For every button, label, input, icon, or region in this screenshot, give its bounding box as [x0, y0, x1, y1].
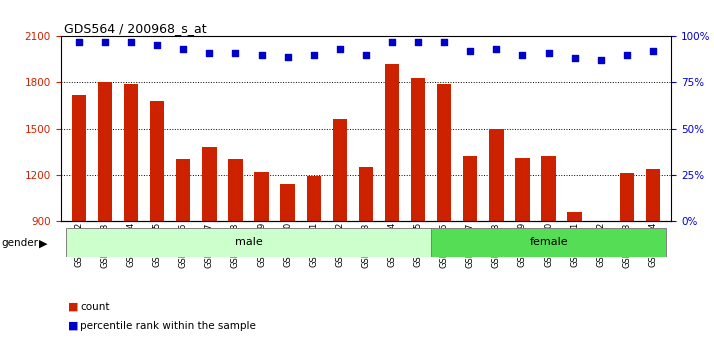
- Bar: [645, 168, 660, 221]
- Bar: [385, 64, 399, 221]
- Point: [569, 56, 580, 61]
- Point: [308, 52, 319, 57]
- Text: count: count: [80, 302, 109, 312]
- Point: [413, 39, 424, 45]
- Point: [99, 39, 111, 45]
- Bar: [411, 78, 426, 221]
- Bar: [463, 156, 478, 221]
- Text: ▶: ▶: [39, 238, 48, 248]
- Bar: [66, 228, 431, 257]
- Bar: [516, 158, 530, 221]
- Bar: [176, 159, 191, 221]
- Point: [151, 43, 163, 48]
- Point: [621, 52, 633, 57]
- Bar: [333, 119, 347, 221]
- Bar: [306, 176, 321, 221]
- Text: ■: ■: [68, 321, 79, 331]
- Bar: [620, 173, 634, 221]
- Text: ■: ■: [68, 302, 79, 312]
- Point: [465, 48, 476, 54]
- Text: gender: gender: [1, 238, 39, 248]
- Bar: [98, 82, 112, 221]
- Point: [178, 46, 189, 52]
- Text: GDS564 / 200968_s_at: GDS564 / 200968_s_at: [64, 22, 207, 36]
- Bar: [202, 147, 216, 221]
- Text: female: female: [529, 237, 568, 247]
- Point: [360, 52, 371, 57]
- Bar: [431, 228, 666, 257]
- Bar: [489, 128, 503, 221]
- Text: percentile rank within the sample: percentile rank within the sample: [80, 321, 256, 331]
- Bar: [437, 84, 451, 221]
- Bar: [541, 156, 555, 221]
- Point: [595, 58, 606, 63]
- Point: [74, 39, 85, 45]
- Point: [543, 50, 554, 56]
- Point: [491, 46, 502, 52]
- Bar: [72, 95, 86, 221]
- Point: [334, 46, 346, 52]
- Bar: [228, 159, 243, 221]
- Point: [647, 48, 658, 54]
- Bar: [568, 211, 582, 221]
- Point: [438, 39, 450, 45]
- Bar: [358, 167, 373, 221]
- Bar: [593, 221, 608, 233]
- Bar: [254, 171, 268, 221]
- Point: [230, 50, 241, 56]
- Point: [517, 52, 528, 57]
- Point: [256, 52, 267, 57]
- Text: male: male: [235, 237, 263, 247]
- Point: [126, 39, 137, 45]
- Point: [282, 54, 293, 59]
- Bar: [281, 184, 295, 221]
- Bar: [150, 101, 164, 221]
- Bar: [124, 84, 139, 221]
- Point: [203, 50, 215, 56]
- Point: [386, 39, 398, 45]
